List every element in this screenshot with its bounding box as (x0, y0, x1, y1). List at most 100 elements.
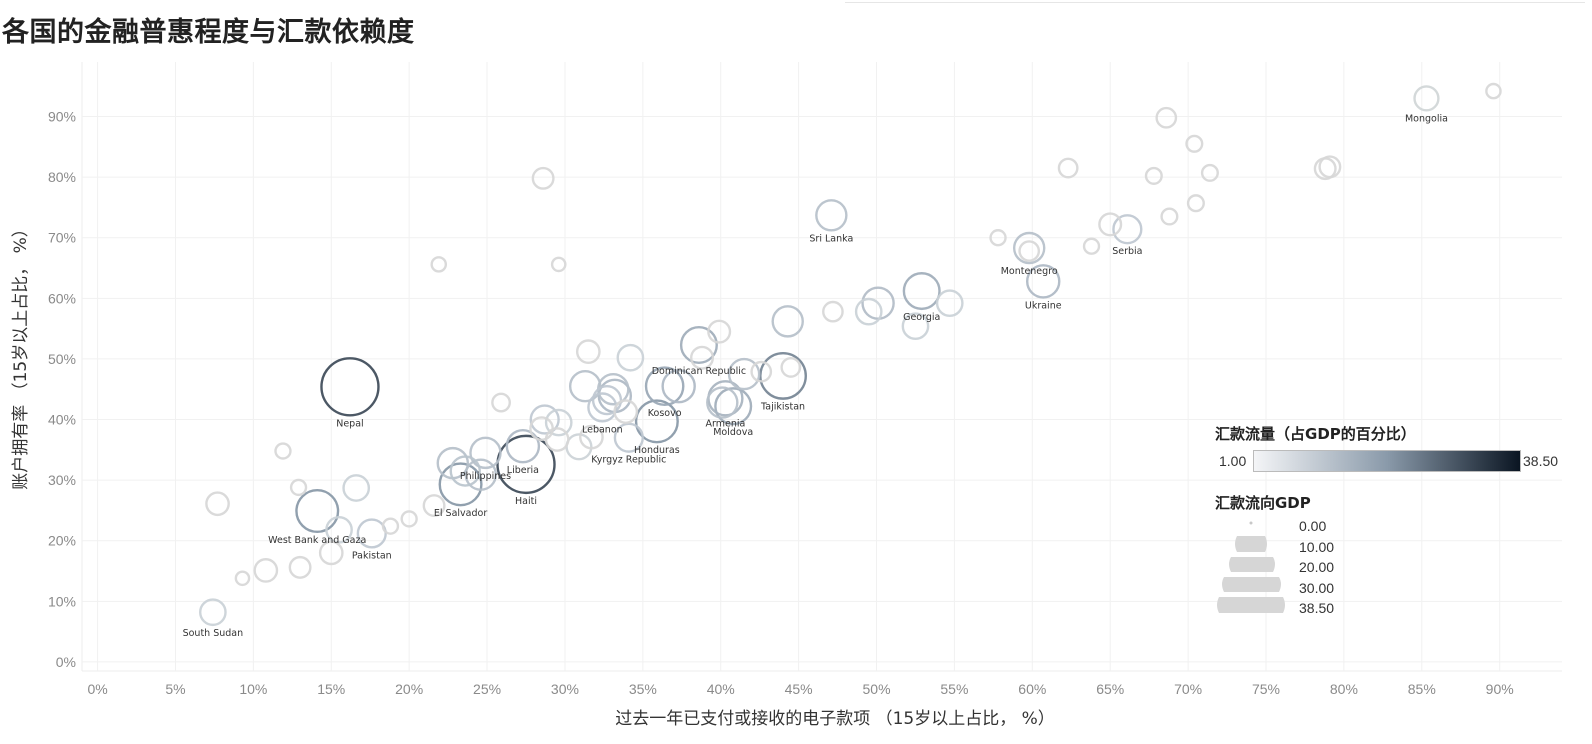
data-point[interactable] (1098, 212, 1123, 237)
data-point-mongolia[interactable] (1413, 85, 1440, 112)
data-point[interactable] (253, 558, 279, 583)
data-point[interactable] (422, 494, 446, 518)
data-point-philippines[interactable] (469, 436, 502, 470)
data-point[interactable] (613, 399, 639, 425)
data-point[interactable] (661, 368, 696, 404)
data-point[interactable] (288, 555, 312, 579)
data-point[interactable] (568, 369, 602, 403)
data-point-serbia[interactable] (1112, 214, 1143, 245)
data-point-dominican-republic[interactable] (679, 325, 718, 365)
data-point[interactable] (1200, 163, 1219, 182)
data-point[interactable] (707, 319, 732, 344)
data-points[interactable] (199, 82, 1502, 627)
x-tick-label: 75% (1252, 681, 1280, 697)
data-point[interactable] (989, 229, 1007, 247)
point-label: Moldova (713, 427, 753, 438)
data-point-el-salvador[interactable] (438, 462, 483, 507)
y-tick-label: 80% (48, 169, 76, 185)
data-point-montenegro[interactable] (1012, 231, 1046, 265)
data-point[interactable] (591, 385, 623, 416)
x-tick-label: 40% (707, 681, 735, 697)
x-tick-label: 85% (1408, 681, 1436, 697)
data-point-pakistan[interactable] (356, 518, 387, 549)
point-label: Pakistan (352, 550, 392, 561)
data-point[interactable] (616, 343, 645, 372)
data-point[interactable] (289, 478, 308, 497)
data-point-south-sudan[interactable] (199, 598, 227, 627)
data-point-haiti[interactable] (496, 434, 556, 495)
data-point-tajikistan[interactable] (759, 351, 807, 400)
x-tick-label: 70% (1174, 681, 1202, 697)
data-point[interactable] (531, 166, 555, 190)
data-point[interactable] (529, 404, 560, 435)
data-point[interactable] (750, 360, 773, 383)
point-label: Kosovo (648, 408, 682, 419)
data-point[interactable] (205, 491, 230, 517)
data-point[interactable] (822, 300, 844, 323)
size-legend-shape-30 (1222, 577, 1281, 592)
data-point[interactable] (400, 510, 418, 528)
x-tick-label: 80% (1330, 681, 1358, 697)
data-point[interactable] (550, 256, 567, 273)
data-point-nepal[interactable] (320, 357, 380, 417)
data-point[interactable] (771, 305, 804, 338)
size-legend-value-0: 0.00 (1299, 518, 1327, 534)
point-label: Haiti (515, 496, 537, 507)
data-point-kosovo[interactable] (644, 366, 685, 407)
data-point[interactable] (935, 289, 964, 318)
data-point[interactable] (780, 357, 802, 378)
data-point[interactable] (234, 570, 251, 587)
y-tick-label: 20% (48, 533, 76, 549)
data-point-georgia[interactable] (902, 272, 941, 311)
data-point[interactable] (1082, 237, 1101, 255)
data-point[interactable] (1160, 207, 1179, 226)
data-point[interactable] (544, 427, 570, 452)
data-point[interactable] (706, 386, 739, 419)
size-legend-shape-10 (1235, 536, 1267, 552)
data-point-liberia[interactable] (505, 428, 541, 464)
data-point[interactable] (464, 458, 498, 491)
data-point[interactable] (491, 392, 511, 413)
data-point[interactable] (381, 517, 400, 535)
data-point[interactable] (1144, 166, 1163, 185)
data-point-sri-lanka[interactable] (815, 199, 848, 232)
data-point[interactable] (690, 345, 715, 370)
point-label: Montenegro (1001, 266, 1058, 277)
color-gradient-bar (1253, 450, 1521, 472)
y-tick-label: 0% (56, 654, 76, 670)
y-axis-ticks: 0% 10% 20% 30% 40% 50% 60% 70% 80% 90% (48, 109, 76, 670)
data-point[interactable] (1186, 194, 1205, 213)
data-point-west-bank-and-gaza[interactable] (295, 489, 340, 534)
data-point[interactable] (854, 297, 883, 326)
data-point[interactable] (342, 474, 371, 502)
data-point[interactable] (318, 540, 344, 566)
data-point[interactable] (1155, 106, 1178, 129)
data-point[interactable] (1485, 82, 1502, 100)
x-tick-label: 45% (785, 681, 813, 697)
data-point[interactable] (325, 515, 353, 544)
data-point-kyrgyz-republic[interactable] (613, 422, 644, 453)
data-point[interactable] (579, 424, 604, 450)
point-label: South Sudan (183, 628, 244, 639)
size-legend: 汇款流向GDP 0.00 10.00 20.00 30.00 38.50 (1215, 492, 1334, 616)
data-point[interactable] (544, 408, 573, 437)
data-point-ukraine[interactable] (1025, 264, 1061, 299)
data-point[interactable] (575, 339, 601, 365)
data-point[interactable] (449, 455, 481, 487)
data-point[interactable] (901, 312, 930, 341)
data-point[interactable] (1318, 155, 1342, 179)
data-point[interactable] (1185, 134, 1204, 153)
data-point[interactable] (430, 256, 448, 273)
data-point[interactable] (1018, 240, 1041, 262)
point-label: Lebanon (582, 424, 623, 435)
data-point-honduras[interactable] (634, 399, 679, 444)
point-label: Philippines (460, 471, 511, 482)
y-axis-label: 账户拥有率 （15岁以上占比， %） (11, 220, 31, 490)
data-point[interactable] (1057, 157, 1079, 179)
data-point[interactable] (274, 442, 292, 460)
y-tick-label: 90% (48, 109, 76, 125)
data-point-moldova[interactable] (714, 387, 753, 426)
point-label: Kyrgyz Republic (591, 455, 666, 466)
data-point[interactable] (727, 357, 761, 391)
